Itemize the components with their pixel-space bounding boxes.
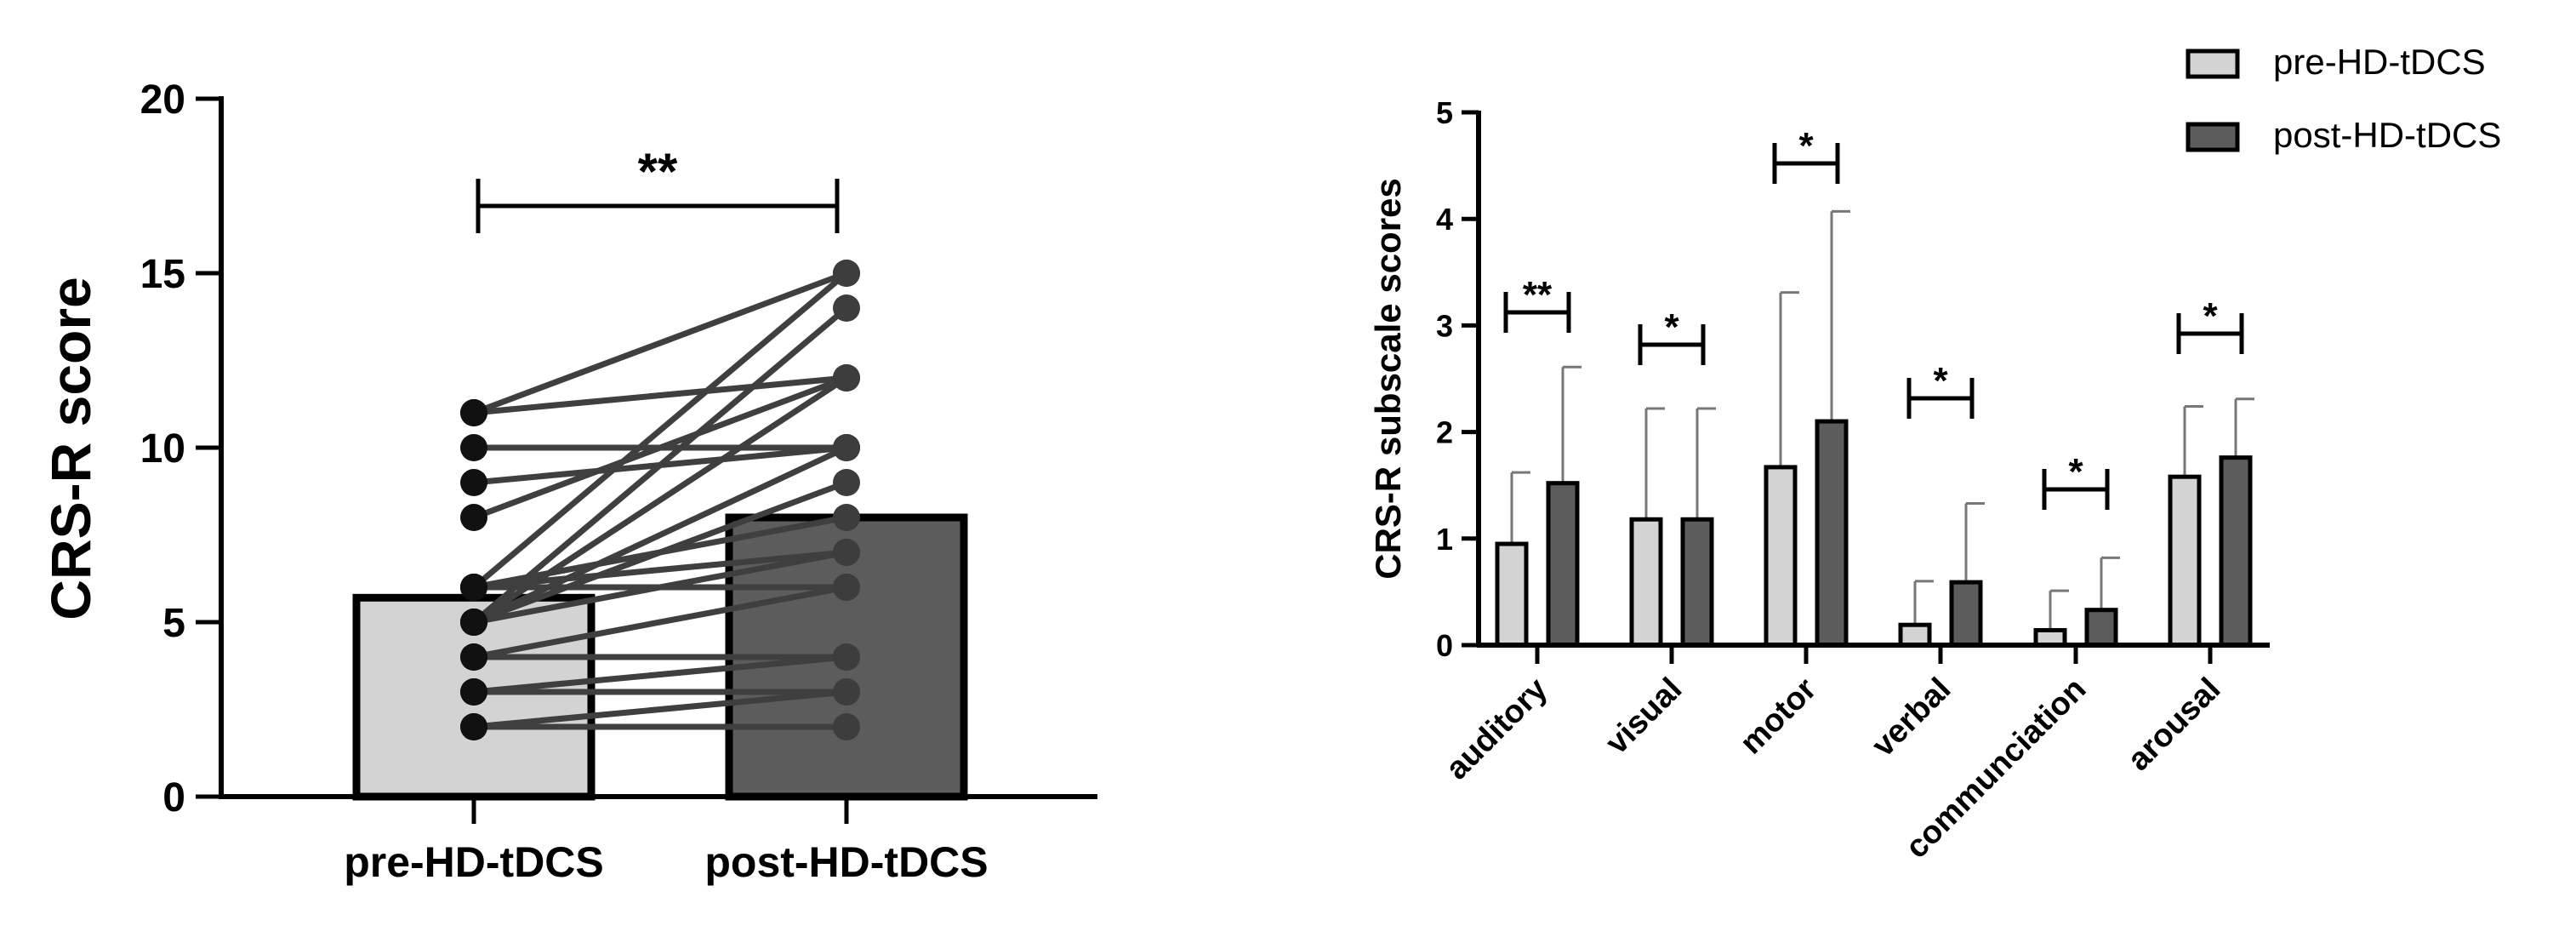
- point-pre: [460, 678, 487, 706]
- bar-post-HD-tDCS-verbal: [1949, 580, 1983, 648]
- y-tick-label: 5: [162, 601, 185, 646]
- bar-post-HD-tDCS-auditory: [1546, 481, 1580, 648]
- paired-line: [472, 444, 848, 626]
- point-post: [833, 294, 860, 322]
- point-pre: [460, 609, 487, 636]
- y-tick-label: 0: [162, 775, 185, 820]
- paired-line: [471, 271, 849, 590]
- bar-post-HD-tDCS-arousal: [2219, 455, 2253, 648]
- legend-label: pre-HD-tDCS: [2273, 42, 2486, 82]
- paired-line: [473, 514, 847, 591]
- point-post: [833, 713, 860, 740]
- significance-label: **: [638, 143, 678, 200]
- y-tick-label: 15: [140, 252, 185, 297]
- x-tick-label: arousal: [2121, 672, 2227, 778]
- paired-line: [472, 270, 848, 416]
- legend: pre-HD-tDCS post-HD-tDCS: [2186, 42, 2501, 155]
- y-tick-label: 10: [140, 426, 185, 472]
- bar-pre-HD-tDCS-verbal: [1898, 622, 1932, 648]
- point-post: [833, 678, 860, 706]
- y-tick-label: 0: [1436, 628, 1453, 663]
- paired-line: [473, 374, 847, 416]
- point-post: [833, 539, 860, 566]
- point-post: [833, 504, 860, 531]
- bar-pre-HD-tDCS-motor: [1764, 465, 1798, 648]
- significance-label: *: [1798, 125, 1814, 167]
- point-pre: [460, 574, 487, 601]
- y-tick-label: 1: [1436, 522, 1453, 557]
- legend-swatch: [2186, 122, 2240, 152]
- point-post: [833, 434, 860, 461]
- significance-label: *: [1664, 306, 1679, 348]
- bar-pre-HD-tDCS-arousal: [2168, 474, 2202, 648]
- legend-label: post-HD-tDCS: [2273, 115, 2501, 155]
- chart-left: 0 5 10 15 20 pre-HD-tDCS post-HD-tDCS CRS-R sco…: [39, 77, 1097, 886]
- bar-post-HD-tDCS-motor: [1815, 419, 1849, 648]
- paired-line: [473, 444, 847, 486]
- y-tick-label: 3: [1436, 308, 1453, 343]
- x-tick-label: visual: [1599, 672, 1689, 762]
- point-pre: [460, 469, 487, 496]
- paired-line: [473, 654, 847, 695]
- x-tick-label: post-HD-tDCS: [704, 838, 988, 886]
- point-post: [833, 260, 860, 287]
- x-tick-label: pre-HD-tDCS: [344, 838, 604, 886]
- bar-post-HD-tDCS-visual: [1680, 517, 1714, 648]
- x-tick-label: verbal: [1865, 672, 1958, 764]
- point-pre: [460, 713, 487, 740]
- y-tick-label: 20: [140, 77, 185, 123]
- paired-line: [473, 584, 847, 660]
- y-axis-label: CRS-R score: [39, 277, 102, 620]
- point-post: [833, 469, 860, 496]
- bar-post-HD-tDCS-communciation: [2084, 608, 2118, 648]
- legend-swatch: [2186, 49, 2240, 79]
- point-post: [833, 364, 860, 391]
- point-post: [833, 643, 860, 671]
- paired-line: [473, 549, 847, 591]
- point-pre: [460, 399, 487, 426]
- point-pre: [460, 504, 487, 531]
- y-tick-label: 5: [1436, 95, 1453, 130]
- y-axis-label: CRS-R subscale scores: [1368, 178, 1408, 580]
- x-tick-label: motor: [1734, 672, 1824, 762]
- y-tick-label: 2: [1436, 415, 1453, 450]
- significance-label: *: [2203, 295, 2218, 337]
- bar-pre-HD-tDCS-auditory: [1495, 541, 1529, 648]
- x-tick-label: auditory: [1439, 672, 1555, 787]
- significance-label: **: [1523, 274, 1553, 316]
- paired-line: [473, 689, 847, 730]
- point-pre: [460, 643, 487, 671]
- y-tick-label: 4: [1436, 202, 1453, 237]
- significance-label: *: [1933, 360, 1948, 402]
- point-pre: [460, 434, 487, 461]
- bar-pre-HD-tDCS-visual: [1629, 517, 1663, 648]
- point-post: [833, 574, 860, 601]
- paired-points: [460, 260, 860, 740]
- significance-label: *: [2068, 451, 2083, 493]
